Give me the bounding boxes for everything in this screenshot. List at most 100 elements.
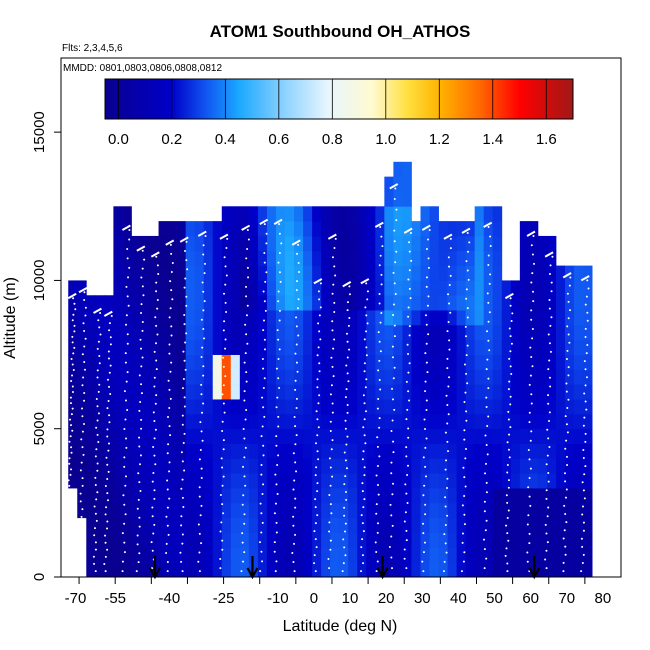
profile-point: [461, 504, 464, 507]
profile-point: [506, 532, 509, 535]
heatmap-cell: [158, 443, 168, 459]
heatmap-cell: [167, 221, 178, 237]
heatmap-cell: [583, 473, 593, 489]
heatmap-cell: [194, 265, 205, 281]
heatmap-cell: [221, 443, 232, 459]
heatmap-cell: [321, 428, 331, 444]
heatmap-cell: [285, 532, 295, 548]
profile-point: [409, 297, 412, 300]
profile-point: [167, 379, 170, 382]
heatmap-cell: [131, 280, 141, 296]
heatmap-cell: [465, 235, 476, 252]
profile-point: [510, 319, 513, 322]
heatmap-cell: [510, 562, 521, 577]
profile-point: [69, 396, 72, 399]
heatmap-cell: [194, 399, 205, 415]
heatmap-cell: [113, 206, 123, 222]
heatmap-cell: [357, 443, 367, 459]
profile-point: [448, 302, 451, 305]
profile-point: [244, 446, 247, 449]
profile-point: [587, 287, 590, 290]
profile-point: [393, 324, 396, 327]
profile-point: [222, 402, 225, 405]
profile-point: [510, 373, 513, 376]
profile-point: [184, 341, 187, 344]
heatmap-cell: [438, 532, 448, 548]
heatmap-cell: [375, 399, 385, 415]
heatmap-cell: [348, 324, 358, 341]
heatmap-cell: [257, 517, 268, 533]
profile-point: [468, 241, 471, 244]
profile-point: [316, 354, 319, 357]
profile-point: [241, 503, 244, 506]
profile-point: [224, 338, 227, 341]
profile-point: [244, 323, 247, 326]
heatmap-cell: [149, 547, 159, 563]
heatmap-cell: [257, 339, 268, 355]
profile-point: [221, 503, 224, 506]
heatmap-cell: [375, 221, 385, 237]
profile-point: [153, 420, 156, 423]
heatmap-cell: [528, 221, 539, 237]
profile-point: [169, 397, 172, 400]
heatmap-cell: [384, 473, 394, 489]
profile-leg: [483, 221, 493, 228]
profile-point: [318, 330, 321, 333]
heatmap-cell: [312, 413, 322, 430]
heatmap-cell: [375, 324, 385, 341]
profile-point: [407, 427, 410, 430]
profile-point: [329, 466, 332, 469]
heatmap-cell: [537, 310, 548, 326]
heatmap-cell: [275, 384, 286, 400]
heatmap-cell: [212, 324, 223, 341]
heatmap-cell: [348, 280, 358, 296]
heatmap-cell: [447, 517, 458, 533]
profile-point: [463, 476, 466, 479]
heatmap-cell: [429, 473, 439, 489]
profile-point: [68, 457, 71, 460]
profile-point: [393, 229, 396, 232]
profile-point: [107, 350, 110, 353]
heatmap-cell: [248, 324, 259, 341]
heatmap-cell: [375, 458, 385, 474]
heatmap-cell: [185, 547, 196, 563]
heatmap-cell: [528, 413, 539, 430]
profile-point: [392, 440, 395, 443]
heatmap-cell: [194, 532, 205, 548]
profile-point: [317, 346, 320, 349]
profile-leg: [219, 233, 229, 240]
profile-point: [466, 231, 469, 234]
profile-point: [533, 262, 536, 265]
heatmap-cell: [303, 517, 313, 533]
profile-leg: [136, 245, 146, 252]
heatmap-cell: [474, 221, 485, 237]
heatmap-cell: [366, 517, 376, 533]
profile-point: [487, 301, 490, 304]
profile-point: [151, 549, 154, 552]
heatmap-cells: [68, 161, 593, 577]
profile-point: [71, 429, 74, 432]
heatmap-cell: [239, 443, 250, 459]
profile-point: [377, 331, 380, 334]
heatmap-cell: [185, 413, 196, 430]
heatmap-cell: [275, 562, 286, 577]
heatmap-cell: [176, 235, 187, 252]
profile-point: [245, 314, 248, 317]
profile-point: [165, 515, 168, 518]
profile-point: [138, 525, 141, 528]
profile-point: [78, 523, 81, 526]
profile-point: [292, 488, 295, 491]
heatmap-cell: [348, 206, 358, 222]
heatmap-cell: [140, 310, 150, 326]
profile-point: [181, 542, 184, 545]
profile-point: [564, 496, 567, 499]
heatmap-cell: [483, 339, 494, 355]
profile-point: [293, 570, 296, 573]
heatmap-cell: [257, 413, 268, 430]
profile-point: [344, 554, 347, 557]
profile-point: [186, 268, 189, 271]
heatmap-cell: [375, 473, 385, 489]
heatmap-cell: [167, 369, 178, 385]
heatmap-cell: [203, 295, 214, 311]
profile-point: [243, 437, 246, 440]
